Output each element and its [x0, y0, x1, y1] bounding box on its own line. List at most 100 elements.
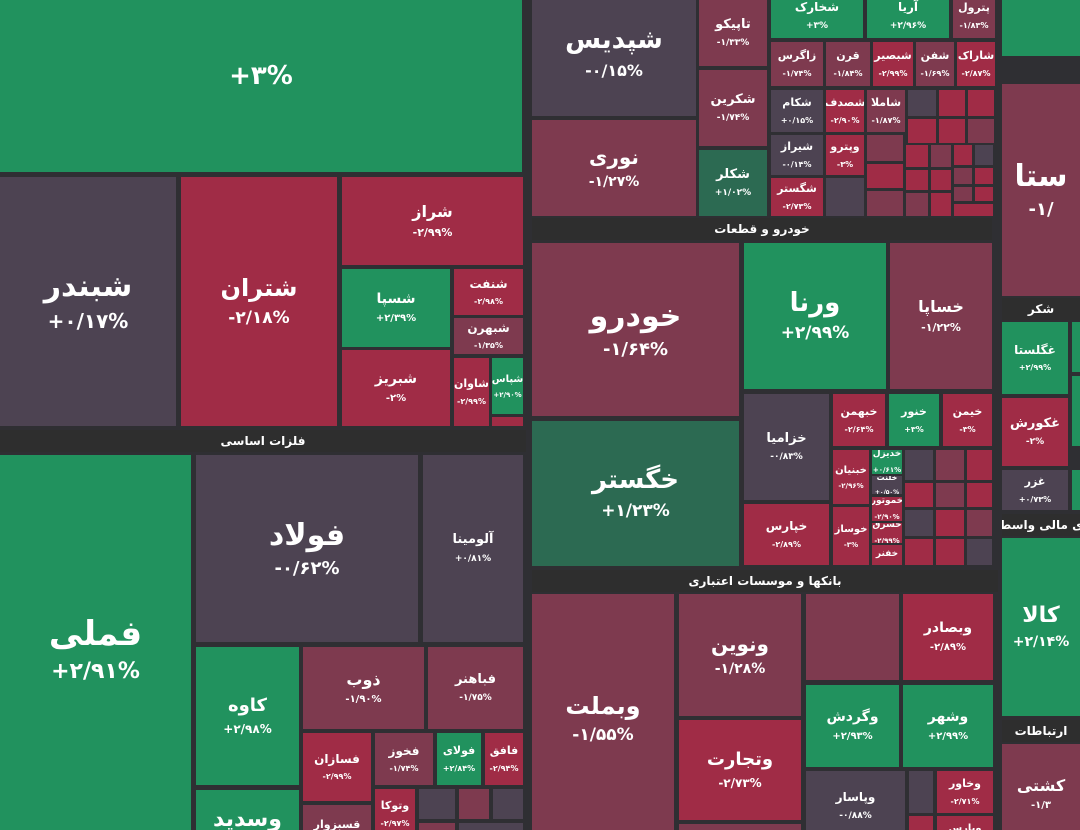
stock-tile[interactable] — [909, 816, 933, 830]
stock-tile[interactable]: زاگرس -۱/۷۴% — [771, 42, 823, 86]
stock-tile[interactable] — [908, 90, 936, 116]
stock-tile[interactable] — [931, 170, 951, 190]
stock-tile[interactable] — [939, 90, 965, 116]
stock-tile[interactable]: آریا +۲/۹۶% — [867, 0, 949, 38]
stock-tile[interactable] — [967, 510, 992, 536]
stock-tile[interactable] — [975, 168, 993, 184]
stock-tile[interactable] — [867, 191, 903, 216]
stock-tile[interactable] — [954, 204, 993, 216]
stock-tile[interactable] — [968, 90, 994, 116]
stock-tile[interactable] — [908, 119, 936, 143]
stock-tile[interactable]: شکلر +۱/۰۲% — [699, 150, 767, 216]
stock-tile[interactable]: فولاد -۰/۶۲% — [196, 455, 418, 642]
stock-tile[interactable] — [905, 483, 933, 507]
stock-tile[interactable]: غزر +۰/۷۳% — [1002, 470, 1068, 510]
stock-tile[interactable]: وپاسار -۰/۸۸% — [806, 771, 905, 830]
stock-tile[interactable] — [975, 187, 993, 201]
stock-tile[interactable]: خموتور -۲/۹۰% — [872, 497, 902, 521]
stock-tile[interactable]: شپاس +۲/۹۰% — [492, 358, 523, 414]
stock-tile[interactable] — [459, 789, 489, 819]
stock-tile[interactable]: تاپیکو -۱/۳۳% — [699, 0, 767, 66]
stock-tile[interactable] — [931, 145, 951, 167]
stock-tile[interactable] — [867, 164, 903, 188]
stock-tile[interactable]: پترول -۱/۸۳% — [953, 0, 995, 38]
stock-tile[interactable]: خفنر — [872, 545, 902, 565]
stock-tile[interactable]: وشهر +۲/۹۹% — [903, 685, 993, 767]
stock-tile[interactable] — [806, 594, 899, 680]
stock-tile[interactable]: ونوین -۱/۲۸% — [679, 594, 801, 716]
stock-tile[interactable]: شصدف -۲/۹۰% — [826, 90, 864, 132]
stock-tile[interactable]: فملی +۲/۹۱% — [0, 455, 191, 830]
stock-tile[interactable] — [954, 145, 972, 165]
stock-tile[interactable]: خوساز -۳% — [833, 507, 869, 565]
stock-tile[interactable] — [975, 145, 993, 165]
stock-tile[interactable]: شبریز -۲% — [342, 350, 450, 426]
stock-tile[interactable]: شسپا +۲/۳۹% — [342, 269, 450, 347]
stock-tile[interactable]: خزامیا -۰/۸۳% — [744, 394, 829, 500]
stock-tile[interactable] — [909, 771, 933, 813]
stock-tile[interactable] — [1002, 0, 1080, 56]
stock-tile[interactable] — [967, 539, 992, 565]
stock-tile[interactable] — [906, 193, 928, 216]
stock-tile[interactable]: ورنا +۲/۹۹% — [744, 243, 886, 389]
stock-tile[interactable]: خشرق -۲/۹۹% — [872, 523, 902, 543]
stock-tile[interactable] — [939, 119, 965, 143]
stock-tile[interactable] — [954, 187, 972, 201]
stock-tile[interactable]: خبنیان -۲/۹۶% — [833, 450, 869, 504]
stock-tile[interactable]: وپترو -۳% — [826, 135, 864, 175]
stock-tile[interactable]: آلومینا +۰/۸۱% — [423, 455, 523, 642]
stock-tile[interactable]: شاوان -۲/۹۹% — [454, 358, 489, 426]
stock-tile[interactable]: شیراز -۰/۱۴% — [771, 135, 823, 175]
stock-tile[interactable]: خودرو -۱/۶۴% — [532, 243, 739, 416]
stock-tile[interactable]: وسدید — [196, 790, 299, 830]
stock-tile[interactable]: شنفت -۲/۹۸% — [454, 269, 523, 315]
stock-tile[interactable] — [905, 510, 933, 536]
stock-tile[interactable]: شبندر +۰/۱۷% — [0, 177, 176, 426]
stock-tile[interactable]: خدیزل +۰/۶۱% — [872, 450, 902, 474]
stock-tile[interactable]: خنور +۳% — [889, 394, 939, 446]
stock-tile[interactable]: شراز -۲/۹۹% — [342, 177, 523, 265]
stock-tile[interactable]: خبهمن -۲/۶۴% — [833, 394, 885, 446]
stock-tile[interactable]: ستا -۱/ — [1002, 84, 1080, 296]
stock-tile[interactable] — [931, 193, 951, 216]
stock-tile[interactable] — [936, 483, 964, 507]
stock-tile[interactable] — [967, 450, 992, 480]
stock-tile[interactable]: فباهنر -۱/۷۵% — [428, 647, 523, 729]
stock-tile[interactable]: وتجارت -۲/۷۳% — [679, 720, 801, 820]
stock-tile[interactable] — [1072, 322, 1080, 372]
stock-tile[interactable] — [1072, 470, 1080, 510]
stock-tile[interactable]: شفن -۱/۶۹% — [916, 42, 954, 86]
stock-tile[interactable]: فولای +۲/۸۴% — [437, 733, 481, 785]
stock-tile[interactable]: شاراک -۲/۸۷% — [957, 42, 995, 86]
stock-tile[interactable] — [906, 145, 928, 167]
stock-tile[interactable]: کاوه +۲/۹۸% — [196, 647, 299, 785]
stock-tile[interactable] — [936, 510, 964, 536]
stock-tile[interactable]: قسبزوار — [303, 805, 371, 830]
stock-tile[interactable]: شپدیس -۰/۱۵% — [532, 0, 696, 116]
stock-tile[interactable] — [936, 539, 964, 565]
stock-tile[interactable]: وگردش +۲/۹۳% — [806, 685, 899, 767]
stock-tile[interactable] — [905, 450, 933, 480]
stock-tile[interactable]: شکرین -۱/۷۴% — [699, 70, 767, 146]
stock-tile[interactable]: وخاور -۲/۷۱% — [937, 771, 993, 813]
stock-tile[interactable]: کشتی -۱/۳ — [1002, 744, 1080, 830]
stock-tile[interactable]: قرن -۱/۸۴% — [826, 42, 870, 86]
stock-tile[interactable] — [826, 178, 864, 216]
stock-tile[interactable]: کالا +۲/۱۴% — [1002, 538, 1080, 716]
stock-tile[interactable]: خیمن -۳% — [943, 394, 992, 446]
stock-tile[interactable]: +۳% — [0, 0, 522, 172]
stock-tile[interactable]: خلنت +۰/۵۰% — [872, 476, 902, 494]
stock-tile[interactable]: شاملا -۱/۸۷% — [867, 90, 905, 132]
stock-tile[interactable]: شکام +۰/۱۵% — [771, 90, 823, 132]
stock-tile[interactable] — [968, 119, 994, 143]
stock-tile[interactable] — [493, 789, 523, 819]
stock-tile[interactable]: خگستر +۱/۲۳% — [532, 421, 739, 566]
stock-tile[interactable] — [419, 789, 455, 819]
stock-tile[interactable] — [492, 417, 523, 426]
stock-tile[interactable]: وبصادر -۲/۸۹% — [903, 594, 993, 680]
stock-tile[interactable] — [419, 823, 455, 830]
stock-tile[interactable]: وتوکا -۲/۹۷% — [375, 789, 415, 830]
stock-tile[interactable]: فخوز -۱/۷۴% — [375, 733, 433, 785]
stock-tile[interactable] — [954, 168, 972, 184]
stock-tile[interactable] — [867, 135, 903, 161]
